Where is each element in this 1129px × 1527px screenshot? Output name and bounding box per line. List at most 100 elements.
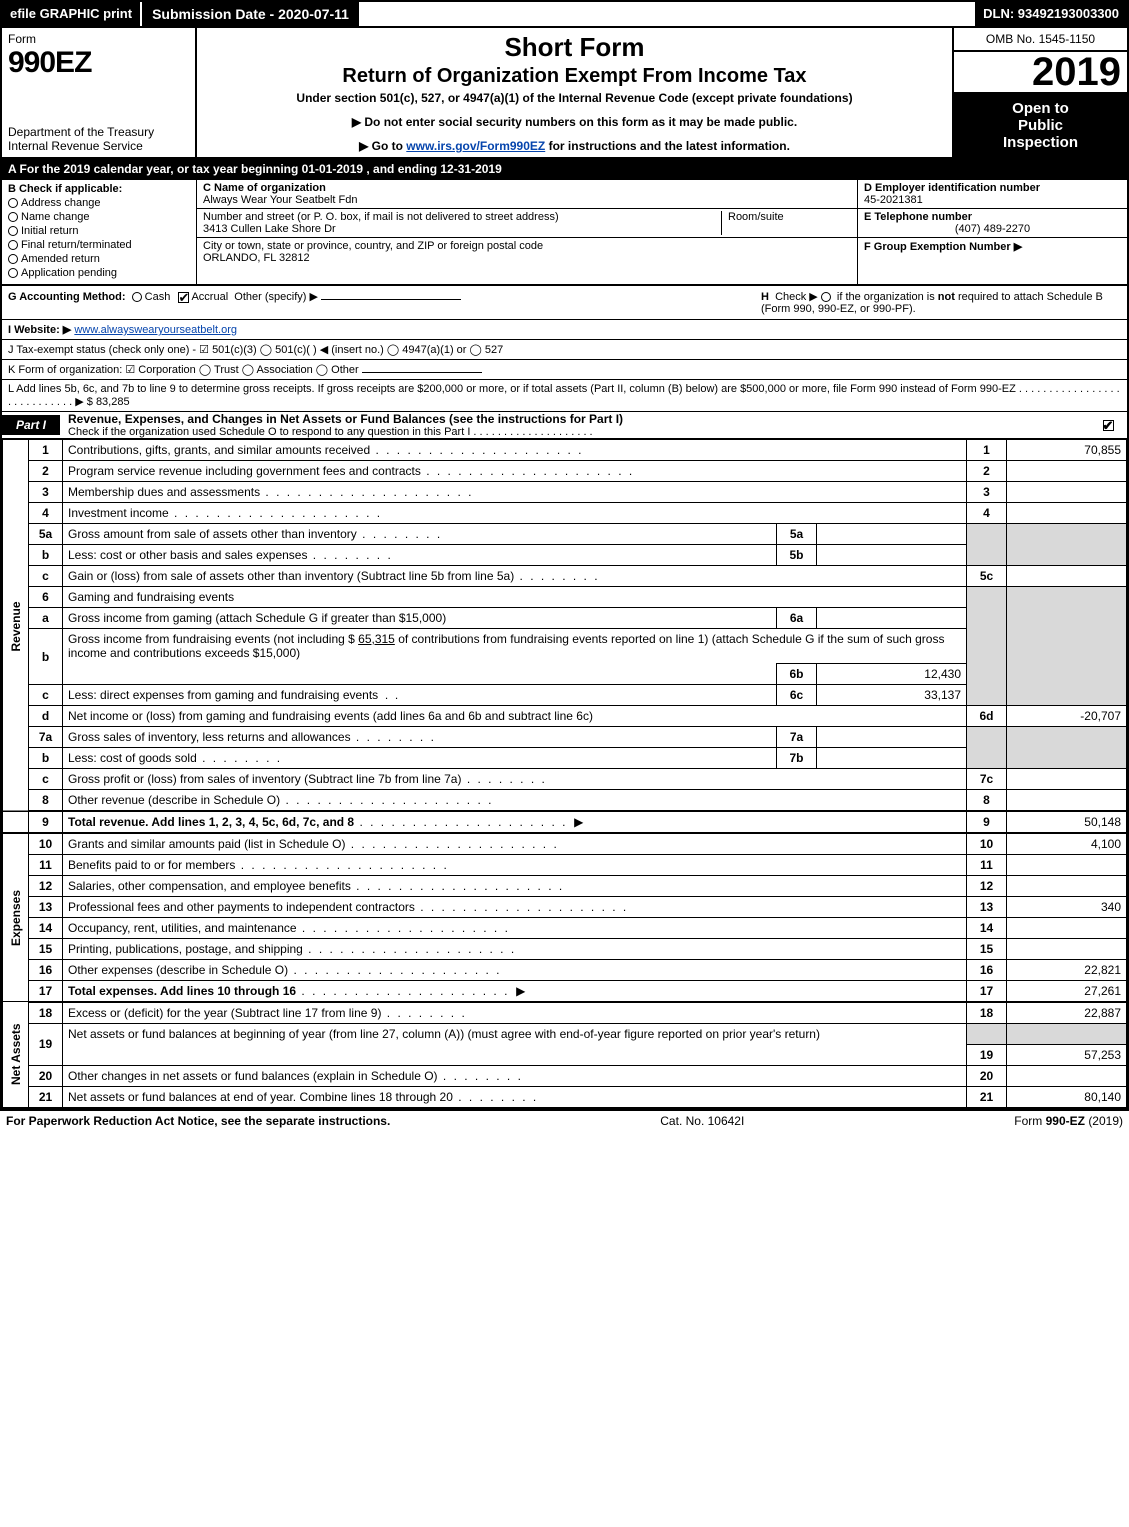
part1-check-column bbox=[1089, 418, 1127, 432]
header-center: Short Form Return of Organization Exempt… bbox=[197, 28, 952, 157]
topbar-spacer bbox=[361, 2, 975, 26]
opt-initial-return[interactable]: Initial return bbox=[8, 225, 190, 237]
header-right: OMB No. 1545-1150 2019 Open to Public In… bbox=[952, 28, 1127, 157]
city-value: ORLANDO, FL 32812 bbox=[203, 252, 543, 264]
line-4: 4 Investment income 4 bbox=[3, 503, 1127, 524]
circle-icon bbox=[8, 240, 18, 250]
ein-value: 45-2021381 bbox=[864, 194, 1121, 206]
circle-icon[interactable] bbox=[821, 292, 831, 302]
title-short-form: Short Form bbox=[203, 32, 946, 63]
org-name-value: Always Wear Your Seatbelt Fdn bbox=[203, 194, 358, 206]
phone-cell: E Telephone number (407) 489-2270 bbox=[858, 209, 1127, 238]
checkbox-accrual[interactable] bbox=[178, 292, 189, 303]
section-c: C Name of organization Always Wear Your … bbox=[197, 180, 857, 284]
opt-final-return[interactable]: Final return/terminated bbox=[8, 239, 190, 251]
goto-pre: ▶ Go to bbox=[359, 139, 406, 153]
omb-number: OMB No. 1545-1150 bbox=[954, 28, 1127, 52]
k-text: K Form of organization: ☑ Corporation ◯ … bbox=[8, 364, 359, 376]
footer-left: For Paperwork Reduction Act Notice, see … bbox=[6, 1114, 390, 1128]
line-8: 8 Other revenue (describe in Schedule O)… bbox=[3, 790, 1127, 812]
line-15: 15 Printing, publications, postage, and … bbox=[3, 939, 1127, 960]
line-6c: c Less: direct expenses from gaming and … bbox=[3, 685, 1127, 706]
circle-icon[interactable] bbox=[132, 292, 142, 302]
section-g-h: G Accounting Method: Cash Accrual Other … bbox=[2, 286, 1127, 320]
line-19b: 19 57,253 bbox=[3, 1044, 1127, 1065]
g-other-blank[interactable] bbox=[321, 299, 461, 300]
netassets-side-label: Net Assets bbox=[3, 1002, 29, 1107]
efile-badge: efile GRAPHIC print bbox=[2, 2, 140, 26]
line-6: 6 Gaming and fundraising events bbox=[3, 587, 1127, 608]
circle-icon bbox=[8, 198, 18, 208]
tax-year: 2019 bbox=[954, 52, 1127, 94]
section-k: K Form of organization: ☑ Corporation ◯ … bbox=[2, 360, 1127, 380]
g-accrual: Accrual bbox=[191, 291, 228, 303]
line-5a: 5a Gross amount from sale of assets othe… bbox=[3, 524, 1127, 545]
line-19a: 19 Net assets or fund balances at beginn… bbox=[3, 1024, 1127, 1045]
open-public-inspection: Open to Public Inspection bbox=[954, 94, 1127, 157]
line-6b: 6b 12,430 bbox=[3, 664, 1127, 685]
dln-badge: DLN: 93492193003300 bbox=[975, 2, 1127, 26]
part1-checkbox[interactable] bbox=[1103, 420, 1114, 431]
line-5c: c Gain or (loss) from sale of assets oth… bbox=[3, 566, 1127, 587]
dept-line2: Internal Revenue Service bbox=[8, 139, 189, 153]
line-13: 13 Professional fees and other payments … bbox=[3, 897, 1127, 918]
k-other-blank[interactable] bbox=[362, 372, 482, 373]
line-17: 17 Total expenses. Add lines 10 through … bbox=[3, 981, 1127, 1003]
org-name-label: C Name of organization bbox=[203, 182, 354, 194]
g-other: Other (specify) ▶ bbox=[234, 291, 318, 303]
line-5b: b Less: cost or other basis and sales ex… bbox=[3, 545, 1127, 566]
line-7c: c Gross profit or (loss) from sales of i… bbox=[3, 769, 1127, 790]
goto-link[interactable]: www.irs.gov/Form990EZ bbox=[406, 139, 545, 153]
line-14: 14 Occupancy, rent, utilities, and maint… bbox=[3, 918, 1127, 939]
ssn-warning: ▶ Do not enter social security numbers o… bbox=[203, 115, 946, 129]
room-suite: Room/suite bbox=[721, 211, 851, 235]
street-label: Number and street (or P. O. box, if mail… bbox=[203, 211, 559, 223]
part1-header: Part I Revenue, Expenses, and Changes in… bbox=[2, 412, 1127, 439]
phone-value: (407) 489-2270 bbox=[864, 223, 1121, 235]
l-value: 83,285 bbox=[96, 396, 130, 408]
street-value: 3413 Cullen Lake Shore Dr bbox=[203, 223, 559, 235]
part1-subtitle: Check if the organization used Schedule … bbox=[68, 426, 1089, 438]
section-l: L Add lines 5b, 6c, and 7b to line 9 to … bbox=[2, 380, 1127, 412]
part1-pill: Part I bbox=[2, 415, 60, 435]
department-label: Department of the Treasury Internal Reve… bbox=[8, 125, 189, 153]
ein-cell: D Employer identification number 45-2021… bbox=[858, 180, 1127, 209]
efile-label: efile GRAPHIC print bbox=[10, 6, 132, 21]
header-left: Form 990EZ Department of the Treasury In… bbox=[2, 28, 197, 157]
open-line1: Open to bbox=[956, 100, 1125, 117]
line-6b-text: b Gross income from fundraising events (… bbox=[3, 629, 1127, 664]
line-10: Expenses 10 Grants and similar amounts p… bbox=[3, 833, 1127, 855]
info-block: B Check if applicable: Address change Na… bbox=[2, 180, 1127, 286]
opt-address-change[interactable]: Address change bbox=[8, 197, 190, 209]
section-i: I Website: ▶ www.alwayswearyourseatbelt.… bbox=[2, 320, 1127, 340]
city-label: City or town, state or province, country… bbox=[203, 240, 543, 252]
i-label: I Website: ▶ bbox=[8, 324, 71, 336]
opt-amended-return[interactable]: Amended return bbox=[8, 253, 190, 265]
title-return: Return of Organization Exempt From Incom… bbox=[203, 65, 946, 88]
section-b: B Check if applicable: Address change Na… bbox=[2, 180, 197, 284]
tax-period-row: A For the 2019 calendar year, or tax yea… bbox=[2, 159, 1127, 180]
line-16: 16 Other expenses (describe in Schedule … bbox=[3, 960, 1127, 981]
line-21: 21 Net assets or fund balances at end of… bbox=[3, 1086, 1127, 1107]
line-11: 11 Benefits paid to or for members 11 bbox=[3, 855, 1127, 876]
dept-line1: Department of the Treasury bbox=[8, 125, 189, 139]
part1-title-block: Revenue, Expenses, and Changes in Net As… bbox=[68, 412, 1089, 438]
line-20: 20 Other changes in net assets or fund b… bbox=[3, 1065, 1127, 1086]
line-18: Net Assets 18 Excess or (deficit) for th… bbox=[3, 1002, 1127, 1024]
open-line3: Inspection bbox=[956, 134, 1125, 151]
circle-icon bbox=[8, 212, 18, 222]
line-3: 3 Membership dues and assessments 3 bbox=[3, 482, 1127, 503]
website-link[interactable]: www.alwayswearyourseatbelt.org bbox=[74, 324, 237, 336]
subtitle: Under section 501(c), 527, or 4947(a)(1)… bbox=[203, 91, 946, 105]
opt-name-change[interactable]: Name change bbox=[8, 211, 190, 223]
expenses-side-label: Expenses bbox=[3, 833, 29, 1002]
top-bar: efile GRAPHIC print Submission Date - 20… bbox=[2, 2, 1127, 28]
form-header: Form 990EZ Department of the Treasury In… bbox=[2, 28, 1127, 159]
opt-application-pending[interactable]: Application pending bbox=[8, 267, 190, 279]
submission-date-badge: Submission Date - 2020-07-11 bbox=[140, 2, 361, 26]
line-12: 12 Salaries, other compensation, and emp… bbox=[3, 876, 1127, 897]
form-container: efile GRAPHIC print Submission Date - 20… bbox=[0, 0, 1129, 1110]
form-number: 990EZ bbox=[8, 46, 189, 80]
goto-line: ▶ Go to www.irs.gov/Form990EZ for instru… bbox=[203, 139, 946, 153]
circle-icon bbox=[8, 254, 18, 264]
